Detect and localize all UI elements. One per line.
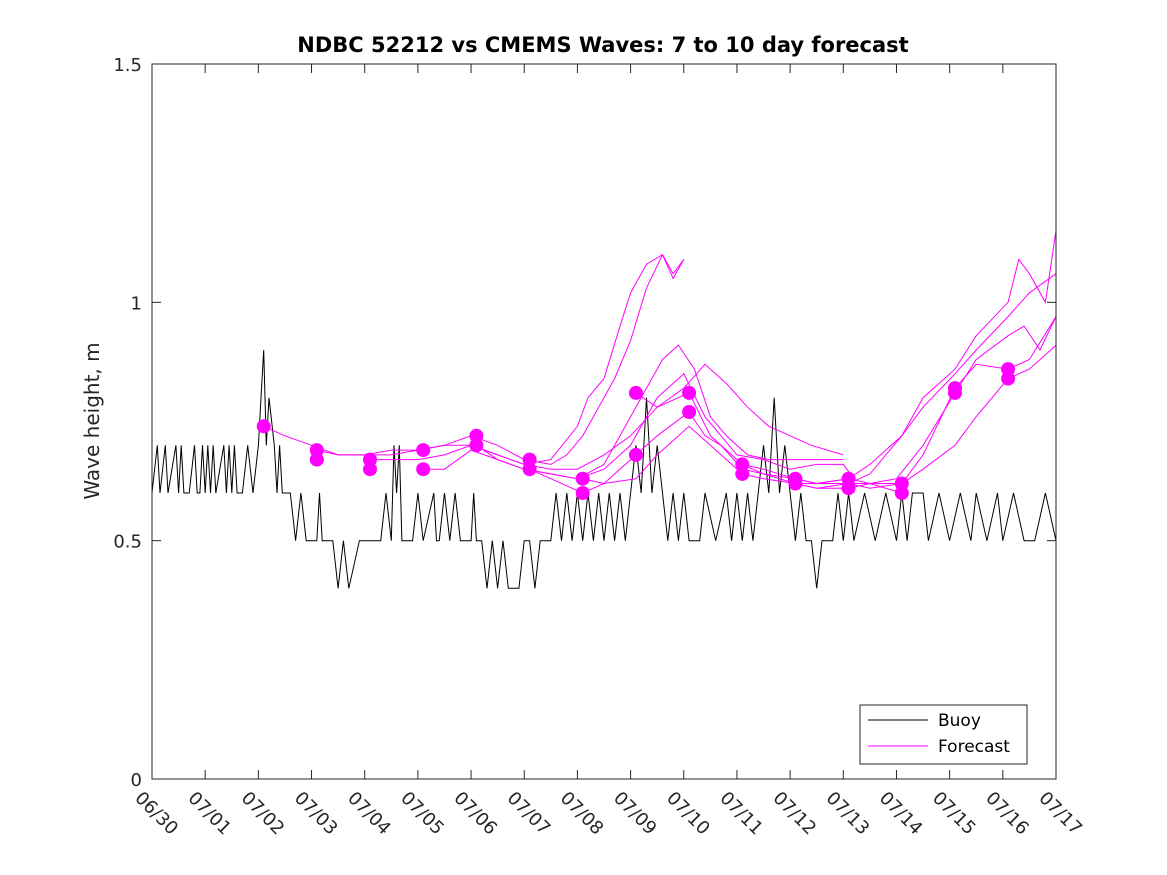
y-tick-label: 0: [131, 770, 142, 791]
x-tick-label: 07/05: [396, 788, 448, 840]
y-tick-label: 0.5: [113, 532, 142, 553]
x-tick-label: 07/07: [503, 788, 555, 840]
x-tick-label: 07/16: [981, 788, 1033, 840]
forecast-line-1: [316, 253, 685, 465]
x-tick-label: 07/02: [237, 788, 289, 840]
forecast-marker: [628, 447, 643, 462]
forecast-line-8: [742, 230, 1057, 485]
forecast-marker: [735, 466, 750, 481]
forecast-marker: [416, 443, 431, 458]
forecast-marker: [788, 476, 803, 491]
axes-box: [151, 63, 1057, 780]
x-tick-label: 07/13: [822, 788, 874, 840]
buoy-line: [151, 349, 1057, 589]
forecast-marker: [1001, 371, 1016, 386]
x-tick-label: 07/17: [1034, 788, 1086, 840]
forecast-marker: [469, 438, 484, 453]
y-axis-label: Wave height, m: [80, 342, 104, 499]
forecast-marker: [416, 462, 431, 477]
x-tick-label: 07/08: [556, 788, 608, 840]
x-tick-label: 07/06: [450, 788, 502, 840]
x-tick-label: 07/11: [715, 788, 767, 840]
x-tick-label: 07/12: [769, 788, 821, 840]
forecast-marker: [575, 486, 590, 500]
legend: Buoy Forecast: [859, 704, 1028, 765]
forecast-line-2: [370, 363, 844, 470]
forecast-marker: [682, 385, 697, 400]
forecast-marker: [363, 452, 377, 467]
forecast-marker: [256, 419, 271, 434]
x-tick-label: 07/03: [290, 788, 342, 840]
plot-area: [151, 230, 1057, 589]
forecast-line-7: [635, 316, 1057, 484]
legend-forecast-label: Forecast: [938, 737, 1010, 757]
forecast-marker: [841, 481, 856, 496]
forecast-marker: [363, 462, 377, 477]
forecast-line-4: [476, 372, 855, 480]
forecast-marker: [522, 462, 537, 477]
x-tick-label: 07/14: [875, 788, 927, 840]
forecast-marker: [522, 452, 537, 467]
x-tick-label: 07/09: [609, 788, 661, 840]
y-tick-label: 1: [131, 293, 142, 314]
y-axis: 0 0.5 1 1.5: [113, 55, 1056, 791]
forecast-line-5: [529, 411, 902, 494]
chart-title: NDBC 52212 vs CMEMS Waves: 7 to 10 day f…: [297, 33, 908, 57]
y-tick-label: 1.5: [113, 55, 142, 76]
forecast-marker: [682, 405, 697, 419]
x-tick-label: 06/30: [130, 788, 182, 840]
forecast-marker: [309, 452, 324, 467]
legend-buoy-label: Buoy: [938, 711, 981, 731]
x-tick-label: 07/15: [928, 788, 980, 840]
x-tick-label: 07/01: [184, 788, 236, 840]
x-tick-label: 07/04: [343, 788, 395, 840]
x-tick-label: 07/10: [662, 788, 714, 840]
forecast-marker: [894, 486, 909, 500]
forecast-marker: [948, 385, 962, 400]
forecast-line-9: [795, 273, 1057, 489]
forecast-marker: [628, 385, 643, 400]
forecast-marker: [575, 471, 590, 486]
legend-box: [859, 704, 1028, 765]
